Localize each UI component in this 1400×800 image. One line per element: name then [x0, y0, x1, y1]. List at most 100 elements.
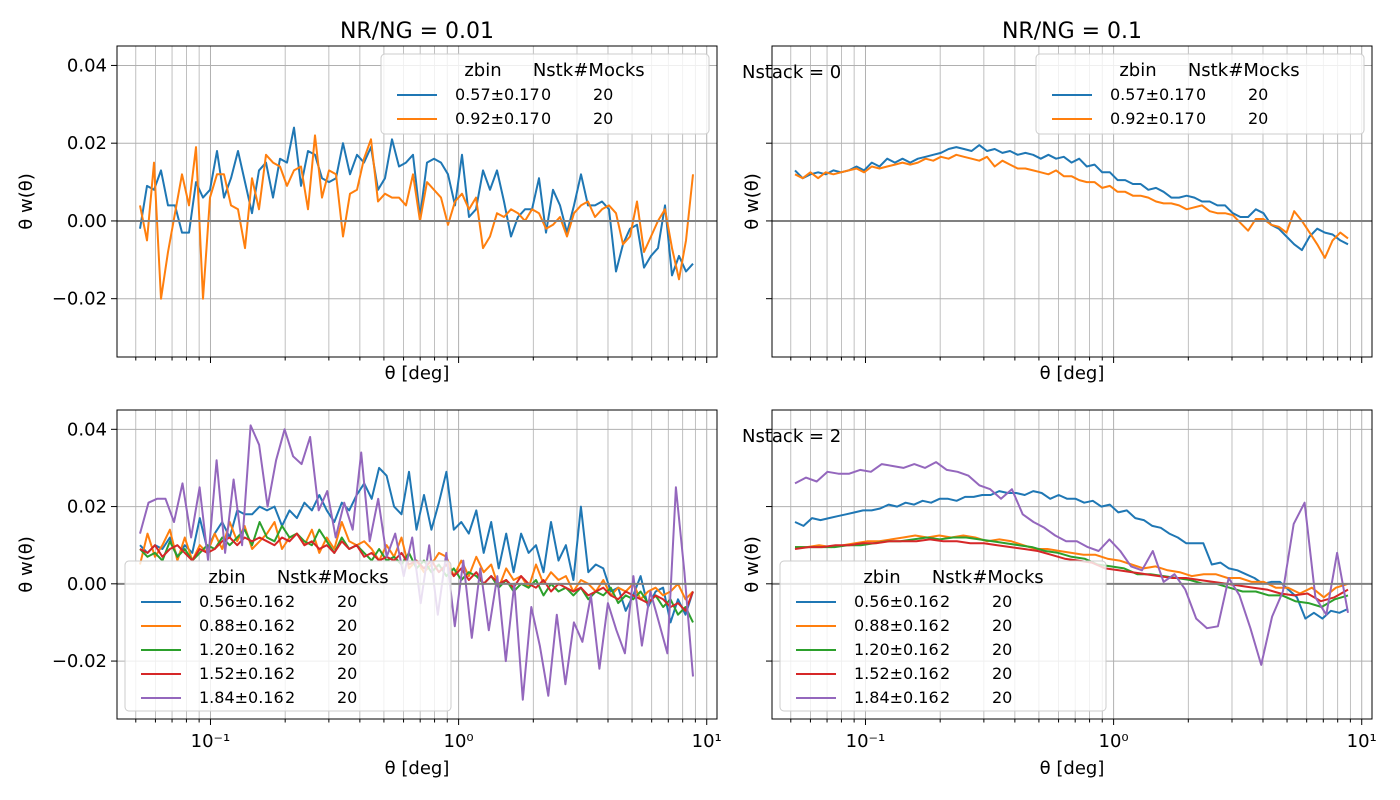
legend-mocks: 20	[337, 664, 357, 683]
series-line-2	[139, 134, 694, 300]
series-line-5	[794, 461, 1349, 666]
axes-frame	[116, 409, 718, 720]
legend-box	[124, 560, 452, 712]
legend-box	[779, 560, 1107, 712]
legend-mocks: 20	[992, 640, 1012, 659]
legend-header-3: #Mocks	[573, 60, 644, 81]
y-tick-label: −0.02	[52, 651, 107, 672]
y-axis-label: θ w(θ)	[16, 173, 37, 230]
y-tick-label: 0.00	[67, 574, 107, 595]
series-line-4	[794, 538, 1349, 603]
series-line-2	[795, 534, 1349, 599]
y-axis-label: θ w(θ)	[742, 173, 763, 230]
series-group	[139, 126, 694, 300]
nstack-annotation: Nstack = 0	[742, 62, 841, 83]
series-group	[794, 144, 1349, 259]
y-tick-label: 0.02	[67, 133, 107, 154]
legend-mocks: 20	[337, 592, 357, 611]
legend-zbin: 0.92±0.17	[1110, 109, 1195, 128]
legend-header-2: Nstk	[1188, 60, 1229, 81]
legend-zbin: 0.92±0.17	[455, 109, 540, 128]
panel-4: 10⁻¹ 10⁰ 10¹ θ [deg] θ w(θ) Nstack = 2 zbin Nst…	[742, 409, 1377, 779]
legend-header-3: #Mocks	[1228, 60, 1299, 81]
grid	[111, 46, 717, 363]
series-line-1	[139, 126, 694, 277]
legend-nstk: 2	[940, 640, 950, 659]
legend-zbin: 1.20±0.16	[199, 640, 284, 659]
legend-mocks: 20	[337, 616, 357, 635]
legend-header-2: Nstk	[277, 567, 318, 588]
legend-zbin: 0.56±0.16	[854, 592, 939, 611]
y-tick-label: 0.00	[67, 211, 107, 232]
series-group	[794, 461, 1349, 666]
legend-zbin: 0.56±0.16	[199, 592, 284, 611]
axes-frame	[771, 45, 1373, 358]
legend-zbin: 0.57±0.17	[1110, 85, 1195, 104]
legend-zbin: 1.52±0.16	[854, 664, 939, 683]
axes-frame	[771, 409, 1373, 720]
panel-2: θ [deg] θ w(θ) NR/NG = 0.1 Nstack = 0 zbin Ns…	[742, 19, 1373, 384]
legend-mocks: 20	[1248, 109, 1268, 128]
legend-mocks: 20	[1248, 85, 1268, 104]
x-tick-label: 10⁰	[444, 731, 474, 752]
legend-mocks: 20	[992, 592, 1012, 611]
legend-nstk: 2	[940, 616, 950, 635]
legend-mocks: 20	[992, 664, 1012, 683]
legend-nstk: 0	[1196, 109, 1206, 128]
y-tick-label: 0.02	[67, 497, 107, 518]
legend-header-1: zbin	[1119, 60, 1156, 81]
legend-nstk: 2	[285, 640, 295, 659]
x-tick-label: 10¹	[1347, 731, 1377, 752]
legend-header-1: zbin	[208, 567, 245, 588]
y-tick-label: −0.02	[52, 289, 107, 310]
legend-nstk: 2	[940, 664, 950, 683]
legend-zbin: 0.88±0.16	[199, 616, 284, 635]
legend-box	[1035, 53, 1365, 135]
x-tick-label: 10⁰	[1099, 731, 1129, 752]
legend-zbin: 1.84±0.16	[854, 688, 939, 707]
panel-title: NR/NG = 0.01	[340, 19, 494, 44]
panel-title: NR/NG = 0.1	[1002, 19, 1142, 44]
legend-nstk: 2	[285, 592, 295, 611]
legend-nstk: 0	[1196, 85, 1206, 104]
legend-header-2: Nstk	[932, 567, 973, 588]
legend-nstk: 2	[940, 688, 950, 707]
x-tick-label: 10⁻¹	[846, 731, 886, 752]
legend-box	[380, 53, 710, 135]
legend-mocks: 20	[593, 109, 613, 128]
legend: zbin Nstk #Mocks 0.57±0.17 0 20 0.92±0.17 0 20	[380, 53, 710, 135]
legend-header-3: #Mocks	[972, 567, 1043, 588]
x-tick-label: 10⁻¹	[191, 731, 231, 752]
panel-3: 0.04 0.02 0.00 −0.02 10⁻¹ 10⁰ 10¹ θ [deg] θ w(θ)…	[16, 409, 722, 779]
legend-header-1: zbin	[464, 60, 501, 81]
y-tick-label: 0.04	[67, 419, 107, 440]
x-axis-label: θ [deg]	[1040, 758, 1105, 779]
legend-mocks: 20	[593, 85, 613, 104]
legend-nstk: 2	[285, 688, 295, 707]
legend-nstk: 2	[285, 616, 295, 635]
legend-nstk: 2	[940, 592, 950, 611]
legend-zbin: 0.57±0.17	[455, 85, 540, 104]
legend-zbin: 0.88±0.16	[854, 616, 939, 635]
y-tick-label: 0.04	[67, 55, 107, 76]
legend-zbin: 1.84±0.16	[199, 688, 284, 707]
x-tick-label: 10¹	[692, 731, 722, 752]
legend-header-3: #Mocks	[317, 567, 388, 588]
legend: zbin Nstk #Mocks 0.57±0.17 0 20 0.92±0.17 0 20	[1035, 53, 1365, 135]
legend-nstk: 0	[541, 85, 551, 104]
legend-mocks: 20	[992, 688, 1012, 707]
legend-mocks: 20	[337, 688, 357, 707]
legend-header-2: Nstk	[533, 60, 574, 81]
legend-nstk: 2	[285, 664, 295, 683]
legend-zbin: 1.52±0.16	[199, 664, 284, 683]
legend-header-1: zbin	[863, 567, 900, 588]
legend-nstk: 0	[541, 109, 551, 128]
x-axis-label: θ [deg]	[385, 363, 450, 384]
legend-mocks: 20	[337, 640, 357, 659]
series-line-2	[794, 153, 1349, 259]
x-axis-label: θ [deg]	[385, 758, 450, 779]
legend-zbin: 1.20±0.16	[854, 640, 939, 659]
